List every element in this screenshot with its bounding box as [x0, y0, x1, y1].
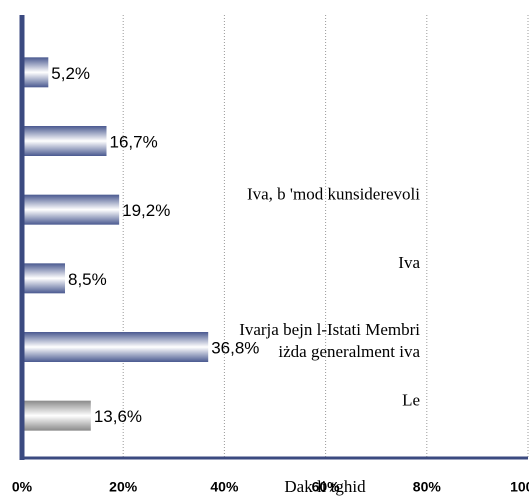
value-label: 19,2%	[122, 201, 170, 220]
category-label: Ivarja bejn l-Istati Membri iżda generalm…	[239, 320, 420, 361]
bar	[22, 194, 120, 225]
value-label: 16,7%	[110, 132, 158, 151]
bar	[22, 400, 91, 431]
category-label: Le	[402, 391, 420, 410]
category-label: Iva, b 'mod kunsiderevoli	[247, 185, 420, 204]
x-tick-label: 60%	[312, 479, 341, 495]
bar	[22, 332, 209, 362]
x-tick-label: 40%	[210, 479, 239, 495]
x-tick-label: 0%	[12, 479, 33, 495]
value-label: 13,6%	[94, 407, 142, 426]
annotation: Dak li tghid	[284, 477, 366, 496]
bar	[22, 263, 66, 294]
value-label: 8,5%	[68, 270, 107, 289]
value-label: 5,2%	[51, 64, 90, 83]
bar	[22, 126, 107, 156]
value-label: 36,8%	[211, 338, 259, 357]
x-tick-label: 100%	[510, 479, 529, 495]
category-label: Iva	[398, 253, 420, 272]
x-tick-label: 20%	[109, 479, 138, 495]
x-tick-label: 80%	[413, 479, 442, 495]
bar	[22, 57, 49, 88]
